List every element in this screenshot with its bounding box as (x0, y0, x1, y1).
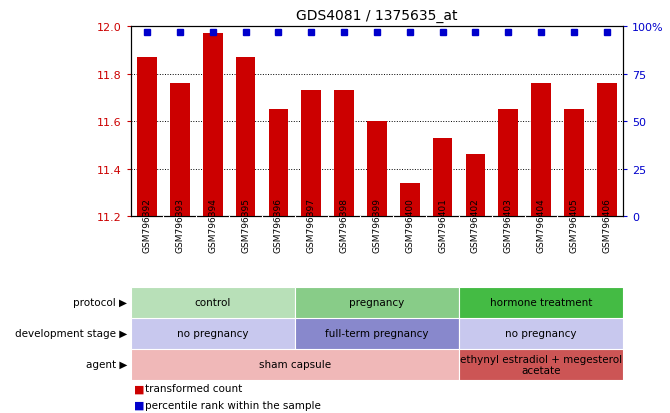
Bar (459, 287, 623, 318)
Text: GSM796401: GSM796401 (438, 197, 447, 252)
Bar (597, 84, 616, 217)
Text: GSM796394: GSM796394 (208, 197, 217, 252)
Text: hormone treatment: hormone treatment (490, 297, 592, 308)
Text: pregnancy: pregnancy (349, 297, 405, 308)
Bar (459, 318, 623, 349)
Bar (236, 58, 255, 217)
Bar (131, 318, 295, 349)
Bar (203, 34, 222, 217)
Bar (269, 110, 288, 217)
Text: GSM796397: GSM796397 (307, 197, 316, 252)
Text: transformed count: transformed count (145, 383, 243, 393)
Text: GSM796402: GSM796402 (471, 197, 480, 252)
Text: GSM796398: GSM796398 (340, 197, 348, 252)
Bar (433, 138, 452, 217)
Text: full-term pregnancy: full-term pregnancy (325, 328, 429, 339)
Text: protocol ▶: protocol ▶ (73, 297, 127, 308)
Bar (498, 110, 518, 217)
Bar (564, 110, 584, 217)
Text: control: control (194, 297, 231, 308)
Text: no pregnancy: no pregnancy (505, 328, 577, 339)
Text: agent ▶: agent ▶ (86, 359, 127, 370)
Text: percentile rank within the sample: percentile rank within the sample (145, 400, 322, 410)
Text: no pregnancy: no pregnancy (177, 328, 249, 339)
Text: GSM796404: GSM796404 (537, 197, 545, 252)
Text: ■: ■ (134, 400, 145, 410)
Text: GSM796393: GSM796393 (176, 197, 184, 252)
Title: GDS4081 / 1375635_at: GDS4081 / 1375635_at (296, 9, 458, 23)
Text: GSM796403: GSM796403 (504, 197, 513, 252)
Bar (466, 155, 485, 217)
Text: GSM796392: GSM796392 (143, 197, 151, 252)
Bar (302, 91, 321, 217)
Bar (531, 84, 551, 217)
Text: GSM796396: GSM796396 (274, 197, 283, 252)
Bar (137, 58, 157, 217)
Bar (131, 287, 295, 318)
Bar (400, 183, 419, 217)
Text: development stage ▶: development stage ▶ (15, 328, 127, 339)
Bar (334, 91, 354, 217)
Text: ■: ■ (134, 383, 145, 393)
Text: ethynyl estradiol + megesterol
acetate: ethynyl estradiol + megesterol acetate (460, 354, 622, 375)
Text: sham capsule: sham capsule (259, 359, 331, 370)
Text: GSM796400: GSM796400 (405, 197, 414, 252)
Bar (459, 349, 623, 380)
Text: GSM796395: GSM796395 (241, 197, 250, 252)
Bar (131, 349, 459, 380)
Bar (367, 122, 387, 217)
Bar (295, 287, 459, 318)
Text: GSM796406: GSM796406 (602, 197, 611, 252)
Bar (295, 318, 459, 349)
Text: GSM796405: GSM796405 (570, 197, 578, 252)
Bar (170, 84, 190, 217)
Text: GSM796399: GSM796399 (373, 197, 381, 252)
